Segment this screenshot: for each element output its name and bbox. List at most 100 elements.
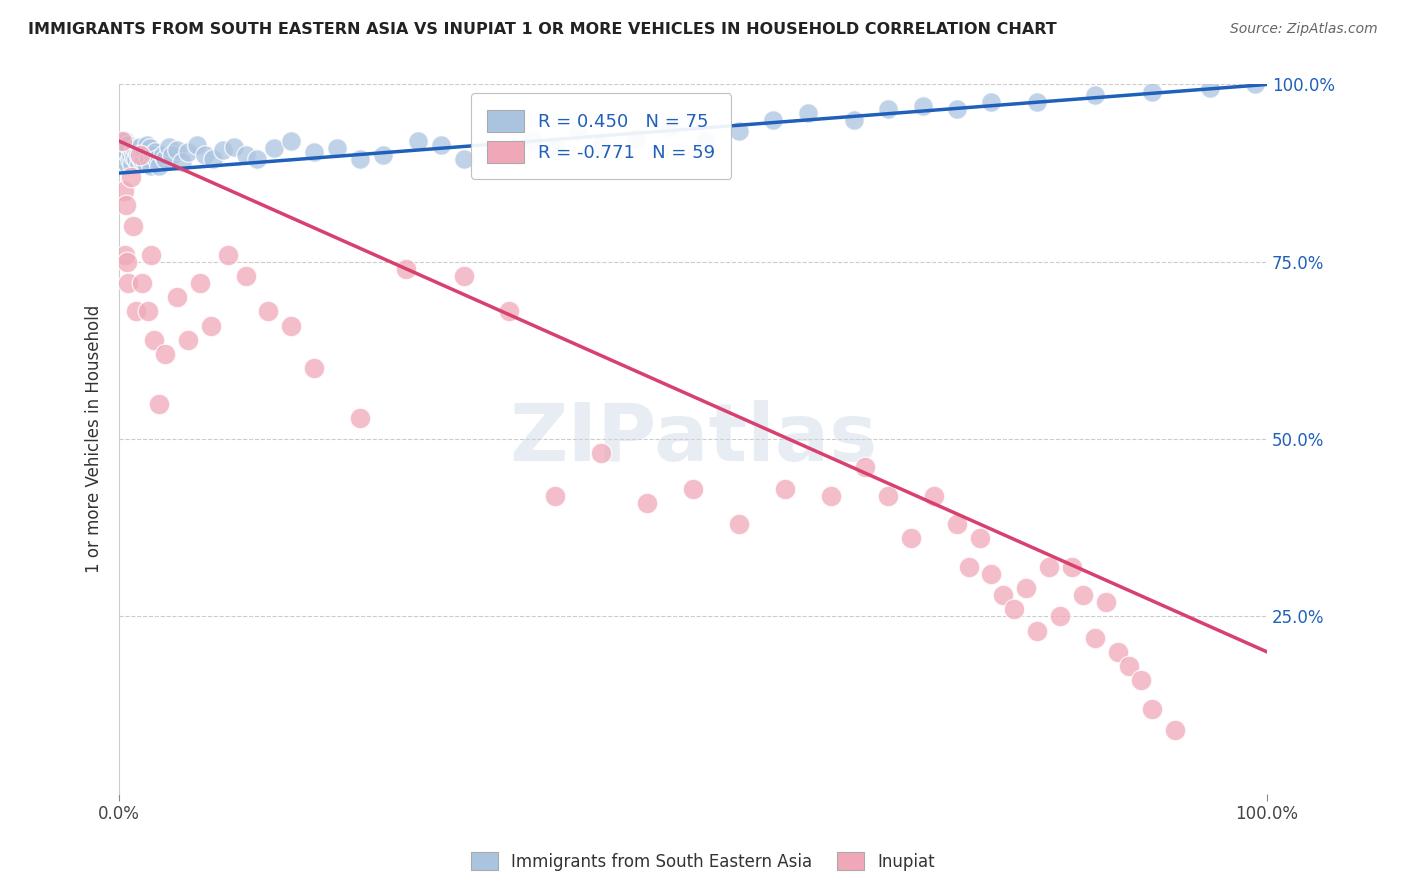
Point [148,396,170,410]
Point [591,446,613,460]
Text: IMMIGRANTS FROM SOUTH EASTERN ASIA VS INUPIAT 1 OR MORE VEHICLES IN HOUSEHOLD CO: IMMIGRANTS FROM SOUTH EASTERN ASIA VS IN… [28,22,1057,37]
Point [141,159,163,173]
Point [135,157,157,171]
Point [544,489,567,503]
Point [1140,701,1163,715]
Point [136,148,159,162]
Point [166,290,188,304]
Point [980,95,1002,110]
Point [1026,95,1049,110]
Point [1095,595,1118,609]
Point [853,460,876,475]
Point [117,276,139,290]
Point [797,105,820,120]
Point [112,184,135,198]
Point [304,361,326,376]
Point [120,169,142,184]
Y-axis label: 1 or more Vehicles in Household: 1 or more Vehicles in Household [86,305,103,574]
Point [194,148,217,162]
Point [141,247,163,261]
Point [1164,723,1187,737]
Point [122,219,145,234]
Point [143,145,166,159]
Point [110,152,132,166]
Point [146,152,169,166]
Point [1244,78,1267,92]
Point [128,157,150,171]
Point [1002,602,1025,616]
Point [186,137,208,152]
Point [773,482,796,496]
Point [129,148,152,162]
Point [304,145,326,159]
Point [127,147,149,161]
Point [263,141,285,155]
Point [110,134,132,148]
Point [124,141,146,155]
Text: ZIPatlas: ZIPatlas [509,400,877,478]
Point [129,140,152,154]
Point [111,141,134,155]
Legend: R = 0.450   N = 75, R = -0.771   N = 59: R = 0.450 N = 75, R = -0.771 N = 59 [471,94,731,179]
Point [246,152,269,166]
Point [138,152,160,166]
Point [1198,81,1220,95]
Point [129,152,152,166]
Point [153,347,176,361]
Point [991,588,1014,602]
Point [235,268,257,283]
Point [1060,559,1083,574]
Point [125,152,148,166]
Point [544,141,567,155]
Point [122,150,145,164]
Point [200,318,222,333]
Point [522,134,544,148]
Point [453,268,475,283]
Point [1107,645,1129,659]
Point [131,276,153,290]
Point [591,137,613,152]
Point [202,152,225,166]
Point [114,134,136,148]
Point [160,148,183,162]
Point [235,148,257,162]
Point [762,112,785,127]
Point [1049,609,1071,624]
Point [131,148,153,162]
Point [1140,85,1163,99]
Point [280,134,302,148]
Point [957,559,980,574]
Point [188,276,211,290]
Point [946,517,969,532]
Point [946,102,969,116]
Point [117,254,139,268]
Point [157,140,180,154]
Point [567,123,589,137]
Point [900,532,922,546]
Point [177,333,200,347]
Point [139,141,162,155]
Point [498,304,520,318]
Point [177,145,200,159]
Point [922,489,945,503]
Point [820,489,842,503]
Point [406,134,429,148]
Point [1084,631,1107,645]
Point [134,145,156,159]
Point [122,145,145,159]
Point [453,152,475,166]
Point [682,482,704,496]
Point [153,152,176,166]
Point [1026,624,1049,638]
Point [280,318,302,333]
Text: Source: ZipAtlas.com: Source: ZipAtlas.com [1230,22,1378,37]
Point [120,148,142,162]
Point [486,145,509,159]
Point [211,143,233,157]
Point [1015,581,1038,595]
Point [1038,559,1060,574]
Point [877,102,900,116]
Point [349,410,371,425]
Point [136,304,159,318]
Point [257,304,280,318]
